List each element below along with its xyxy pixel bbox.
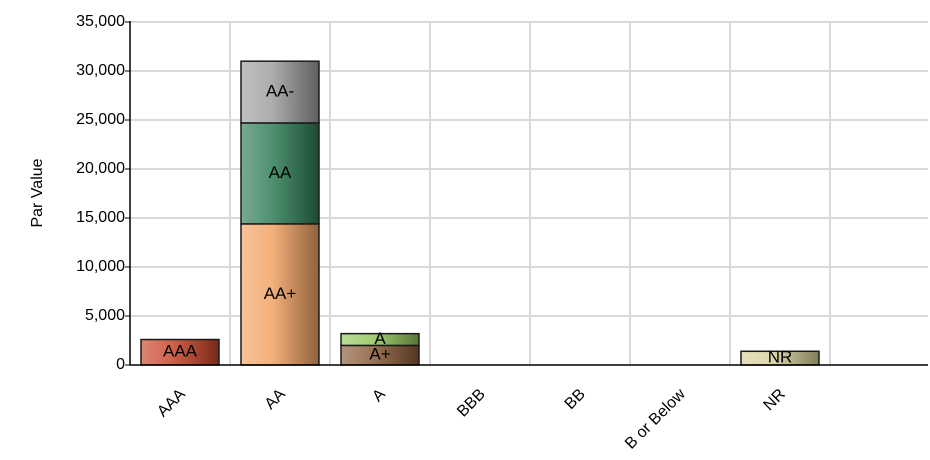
bar-segment-a [340,332,420,347]
data-label: NR [768,348,793,367]
x-tick-label: NR [760,386,788,414]
data-label: A [374,329,386,348]
x-tick-label: AA [262,386,289,413]
bar-segment-aa-minus [240,60,320,124]
data-label: A+ [369,345,390,364]
bar-segment-aa-plus [240,223,320,366]
bars: AAA AA+ AA AA- A+A NR [140,60,820,367]
y-tick-label: 35,000 [76,13,125,30]
x-tick-label: A [369,386,389,406]
x-tick-labels: AAA AA A BBB BB B or Below NR [154,385,789,452]
y-tick-label: 0 [116,356,125,373]
y-tick-labels: 0 5,000 10,000 15,000 20,000 25,000 30,000 35,0… [76,13,125,373]
data-label: AAA [163,342,198,361]
y-tick-label: 5,000 [85,307,125,324]
data-label: AA+ [264,284,297,303]
y-axis-title: Par Value [29,158,46,227]
y-tick-label: 15,000 [76,209,125,226]
x-tick-label: B or Below [622,385,689,452]
data-label: AA- [266,82,294,101]
axes [125,21,928,366]
y-tick-label: 20,000 [76,160,125,177]
x-tick-label: BBB [454,386,489,421]
x-tick-label: AAA [154,386,189,421]
y-tick-label: 30,000 [76,62,125,79]
data-label: AA [269,163,292,182]
y-tick-label: 10,000 [76,258,125,275]
y-tick-label: 25,000 [76,111,125,128]
x-tick-label: BB [562,386,589,413]
bar-segment-aa [240,122,320,225]
